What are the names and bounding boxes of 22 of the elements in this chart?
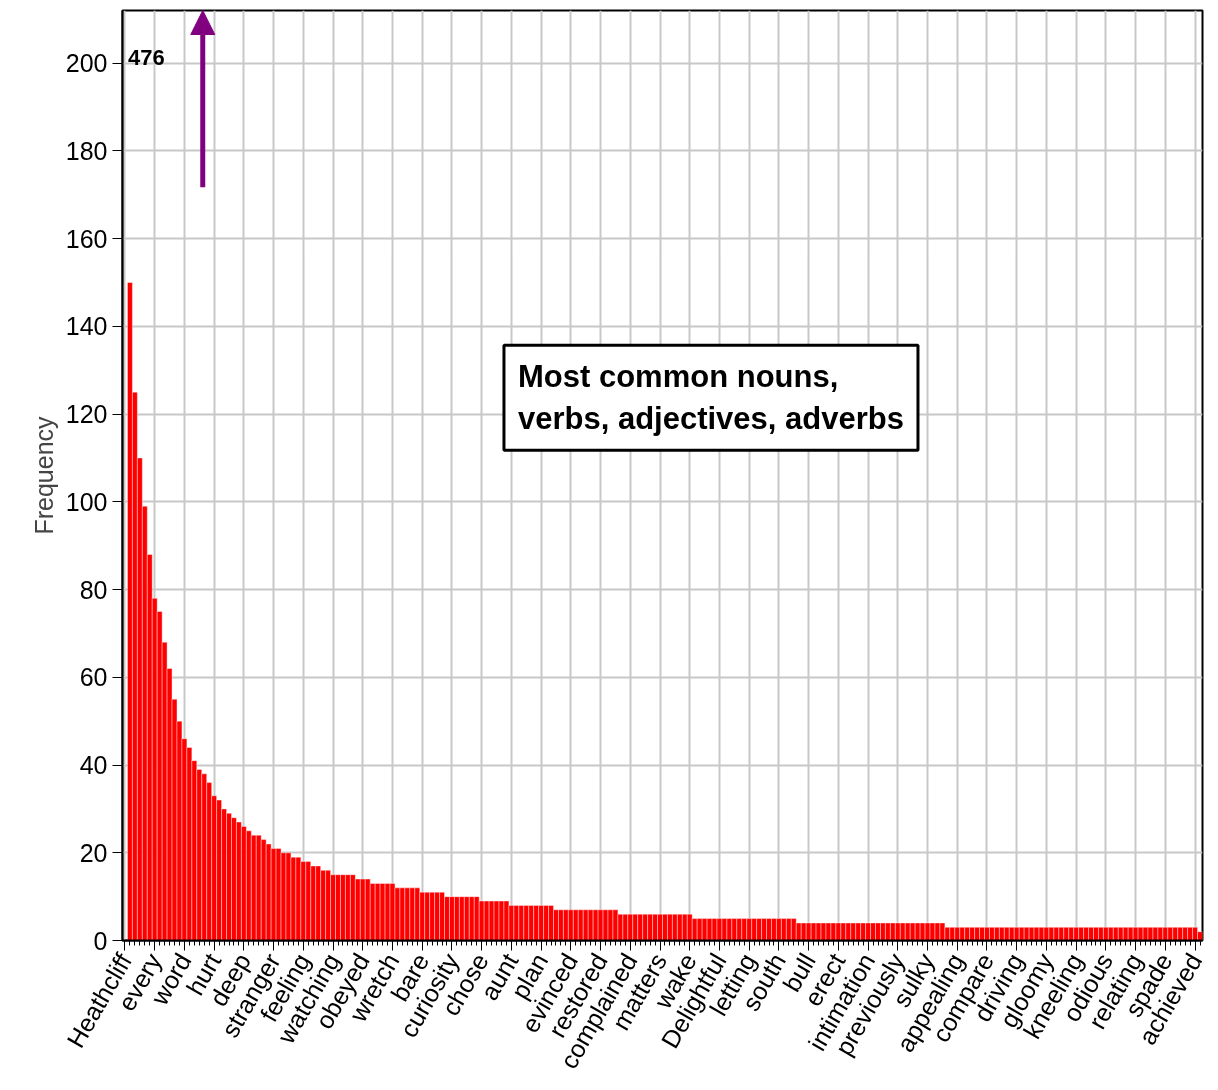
y-tick-label: 60 — [79, 663, 108, 692]
bar — [488, 900, 495, 941]
y-tick-label: 120 — [65, 400, 108, 429]
bar — [379, 883, 386, 941]
annotation: Most common nouns, verbs, adjectives, adverbs — [517, 359, 904, 437]
y-tick-label: 20 — [79, 838, 108, 867]
y-tick-label: 100 — [65, 487, 108, 516]
bar — [1132, 927, 1139, 941]
y-tick-label: 40 — [79, 751, 108, 780]
bar — [701, 918, 708, 941]
y-tick-label: 160 — [65, 224, 108, 253]
y-axis-title: Frequency — [29, 415, 58, 535]
y-tick-label: 200 — [65, 49, 108, 78]
bar — [1028, 927, 1035, 941]
text: 476 — [127, 44, 165, 70]
bar — [919, 922, 926, 941]
y-tick-label: 140 — [65, 312, 108, 341]
bar — [810, 922, 817, 941]
y-tick-label: 80 — [79, 575, 108, 604]
y-tick-label: 180 — [65, 136, 108, 165]
bar — [592, 909, 599, 941]
y-tick-label: 0 — [93, 926, 108, 955]
